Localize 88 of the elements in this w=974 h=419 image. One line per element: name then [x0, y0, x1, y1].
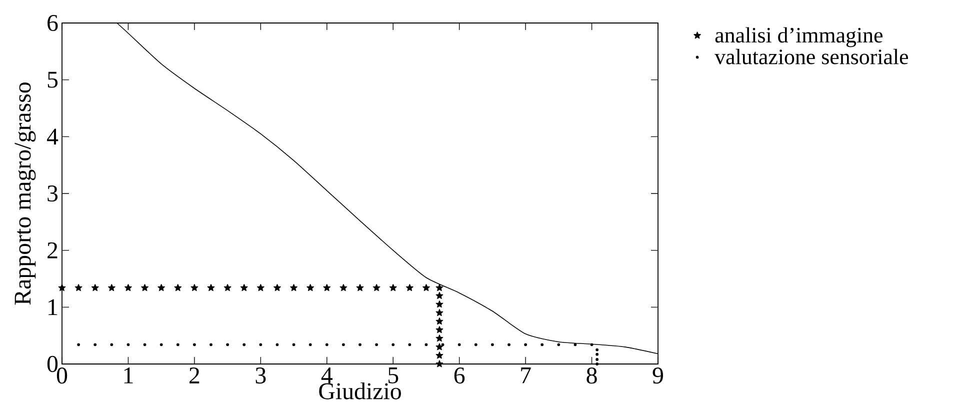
point: [256, 284, 264, 292]
point: [240, 284, 248, 292]
x-tick-label: 3: [256, 368, 266, 384]
point: [436, 352, 444, 359]
point: [126, 343, 130, 346]
point: [392, 343, 395, 346]
y-axis-title: Rapporto magro/grasso: [14, 82, 36, 305]
point: [58, 284, 66, 292]
point: [274, 284, 281, 292]
x-tick-label: 2: [190, 368, 200, 384]
point: [158, 284, 166, 292]
point: [74, 284, 82, 292]
point: [276, 343, 279, 346]
x-tick-label: 9: [652, 368, 663, 384]
point: [389, 284, 397, 292]
point: [259, 343, 262, 346]
point: [436, 318, 444, 325]
point: [596, 358, 599, 361]
point: [176, 343, 180, 346]
point: [190, 284, 198, 292]
point: [77, 343, 80, 346]
point: [325, 343, 328, 346]
x-tick-label: 6: [454, 368, 465, 384]
point: [436, 292, 444, 299]
point: [596, 348, 599, 352]
point: [491, 343, 494, 346]
point: [174, 284, 182, 292]
legend-label: valutazione sensoriale: [714, 48, 908, 64]
point: [108, 284, 116, 292]
y-tick-label: 1: [48, 299, 58, 316]
point: [436, 326, 444, 334]
point: [143, 343, 146, 346]
point: [306, 284, 314, 292]
point: [408, 343, 412, 346]
point: [160, 343, 163, 346]
point: [436, 334, 444, 342]
point: [124, 284, 132, 292]
point: [242, 343, 246, 346]
point: [474, 343, 478, 346]
y-tick-label: 2: [48, 242, 58, 258]
point: [224, 284, 232, 292]
x-tick-label: 7: [521, 368, 531, 384]
x-tick-label: 1: [124, 368, 133, 384]
point: [210, 343, 212, 346]
point: [436, 309, 444, 316]
point: [91, 284, 99, 292]
point: [524, 343, 528, 346]
point: [375, 343, 378, 346]
y-tick-label: 3: [48, 185, 58, 202]
point: [406, 284, 414, 292]
point: [422, 284, 430, 292]
point: [358, 343, 362, 346]
point: [226, 343, 230, 346]
point: [308, 343, 312, 346]
y-tick-label: 4: [46, 128, 58, 145]
point: [192, 343, 196, 346]
point: [596, 352, 599, 356]
point: [574, 343, 577, 346]
legend-label: analisi d’immagine: [715, 27, 882, 48]
x-tick-label: 8: [586, 368, 597, 384]
point: [342, 343, 345, 346]
y-tick-label: 6: [48, 14, 58, 32]
y-tick-label: 0: [47, 356, 58, 372]
point: [436, 343, 444, 350]
point: [436, 284, 444, 292]
point: [557, 343, 560, 346]
x-tick-label: 4: [321, 368, 332, 384]
point: [110, 343, 114, 346]
point: [508, 343, 510, 346]
x-axis-title: Giudizio: [319, 382, 401, 400]
x-tick-label: 5: [388, 368, 398, 384]
point: [441, 343, 444, 346]
point: [356, 284, 364, 292]
point: [207, 284, 215, 292]
point: [590, 343, 594, 346]
point: [372, 284, 380, 292]
point: [141, 284, 148, 292]
point: [323, 284, 331, 292]
point: [292, 343, 296, 346]
point: [340, 284, 348, 292]
point: [436, 300, 444, 308]
y-tick-label: 5: [48, 72, 58, 88]
point: [424, 343, 428, 346]
point: [436, 360, 444, 368]
point: [458, 343, 461, 346]
point: [290, 284, 298, 292]
point: [94, 343, 97, 346]
point: [540, 343, 544, 346]
